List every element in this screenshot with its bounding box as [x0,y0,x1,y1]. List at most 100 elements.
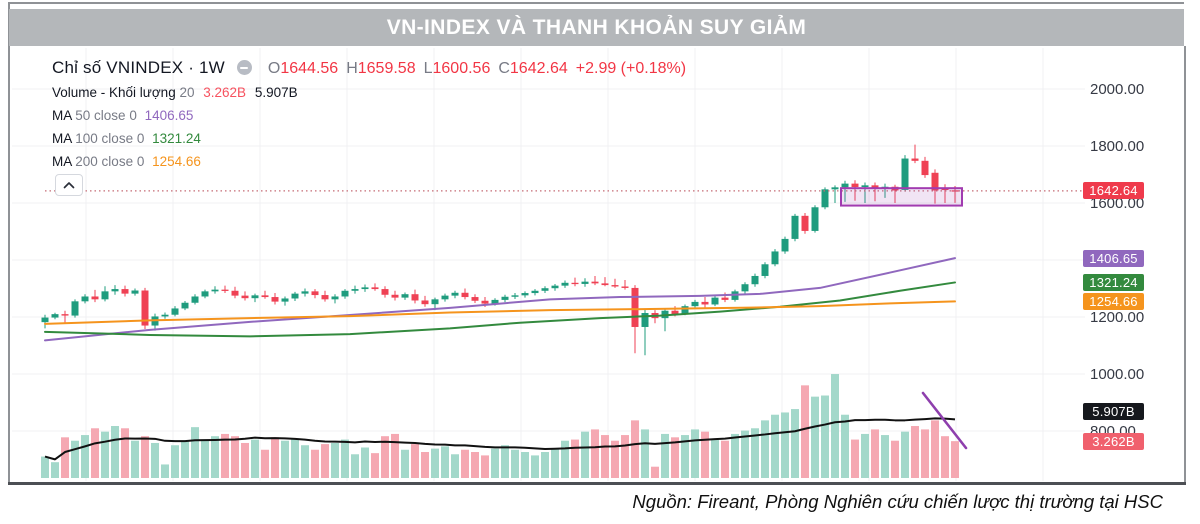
volume-bar [571,439,579,478]
candle-body [411,294,419,301]
ma200-label: MA [52,154,72,169]
volume-row: Volume - Khối lượng 20 3.262B 5.907B [52,86,686,100]
volume-bar [521,452,529,478]
candle-body [861,185,869,188]
candle-body [401,294,409,298]
candle-body [101,291,109,300]
volume-bar [481,455,489,478]
candle-body [871,185,879,189]
ma100-row: MA 100 close 0 1321.24 [52,132,686,146]
volume-bar [101,431,109,478]
ma100-params: 100 close 0 [75,131,145,146]
volume-bar [291,438,299,478]
candle-body [321,295,329,300]
candle-body [761,264,769,276]
volume-bar [351,454,359,478]
volume-ma-line [44,417,956,461]
candle-body [51,314,59,318]
volume-bar [451,454,459,478]
candle-body [261,295,269,298]
candle-body [851,183,859,188]
candle-body [61,314,69,316]
high-value: 1659.58 [357,60,416,77]
legend-collapse-button[interactable] [55,174,83,196]
candle-body [251,295,259,299]
volume-bar [61,437,69,478]
candle-body [791,215,799,239]
volume-bar [831,374,839,478]
volume-bar [811,396,819,478]
candle-body [581,281,589,284]
candle-body [121,289,129,294]
volume-bar [301,445,309,478]
minus-circle-icon[interactable] [236,60,252,75]
candle-body [831,187,839,190]
candle-body [621,286,629,288]
volume-bar [541,452,549,478]
volume-bar [91,428,99,478]
candle-body [551,285,559,289]
volume-bar [631,420,639,478]
candle-body [231,290,239,296]
volume-bar [731,433,739,478]
volume-bar [171,445,179,478]
candle-body [441,295,449,300]
candle-body [381,289,389,295]
volume-bar [501,445,509,478]
candle-body [281,298,289,302]
candle-body [451,292,459,296]
candle-body [571,282,579,285]
ma50-row: MA 50 close 0 1406.65 [52,109,686,123]
candle-body [911,158,919,161]
volume-bar [161,464,169,478]
candle-body [511,295,519,297]
change-value: +2.99 (+0.18%) [575,60,687,77]
volume-bar [741,430,749,478]
candle-body [291,293,299,299]
volume-bar [791,409,799,478]
volume-bar [431,448,439,478]
candle-body [741,284,749,292]
candle-body [421,300,429,305]
volume-bar [491,448,499,478]
volume-bar [251,439,259,478]
candle-body [681,306,689,315]
candle-body [471,297,479,301]
banner: VN-INDEX VÀ THANH KHOẢN SUY GIẢM [9,9,1184,46]
candle-body [191,296,199,303]
volume-bar [591,429,599,478]
volume-ma-value: 5.907B [254,85,298,100]
volume-trend-line [921,391,968,450]
panel-border-left [8,2,10,483]
volume-bar [821,395,829,478]
ma50-value: 1406.65 [144,108,194,123]
volume-bar [671,437,679,478]
candle-body [271,297,279,302]
candle-body [701,301,709,305]
candle-body [811,207,819,231]
volume-bar [261,449,269,478]
consolidation-box [840,187,963,207]
volume-bar [201,439,209,478]
high-label: H [346,60,358,77]
volume-bar [221,433,229,478]
candle-body [751,275,759,285]
candle-body [611,285,619,287]
ma100-value: 1321.24 [152,131,201,146]
candle-body [181,302,189,309]
volume-bar [681,435,689,478]
candle-body [351,289,359,291]
candle-body [721,297,729,300]
candle-body [691,301,699,307]
volume-bar [911,426,919,478]
volume-bar [131,440,139,478]
chart-legend: Chỉ số VNINDEX · 1W O1644.56 H1659.58 L1600… [52,59,686,178]
volume-bar [611,440,619,478]
volume-bar [51,462,59,478]
ma50-label: MA [52,108,72,123]
volume-label: Volume - Khối lượng [52,85,176,100]
volume-bar [691,429,699,478]
volume-period: 20 [179,85,195,100]
volume-bar [871,429,879,478]
